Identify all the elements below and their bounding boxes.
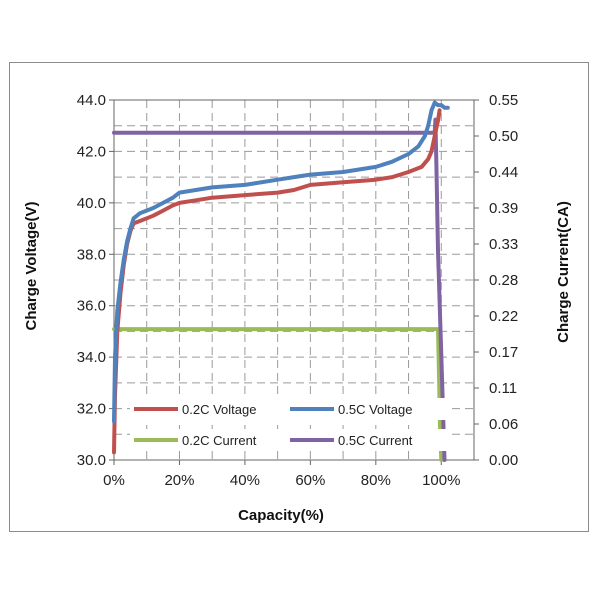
y-right-tick-label: 0.55 xyxy=(489,92,518,109)
legend: 0.2C Voltage 0.5C Voltage 0.2C Current 0.5C… xyxy=(130,398,448,451)
legend-label-0-5c-voltage: 0.5C Voltage xyxy=(338,402,412,417)
y-left-tick-label: 44.0 xyxy=(77,92,106,109)
series-line-0-5c-voltage xyxy=(112,100,450,424)
legend-entry-bg xyxy=(130,429,292,451)
y-left-tick-label: 42.0 xyxy=(77,143,106,160)
x-tick-label: 60% xyxy=(295,472,325,489)
y-right-tick-label: 0.28 xyxy=(489,272,518,289)
y-left-tick-label: 32.0 xyxy=(77,401,106,418)
y-left-tick-label: 34.0 xyxy=(77,349,106,366)
y-right-tick-label: 0.00 xyxy=(489,452,518,469)
y-right-tick-label: 0.17 xyxy=(489,344,518,361)
y-right-tick-label: 0.39 xyxy=(489,200,518,217)
x-tick-label: 80% xyxy=(361,472,391,489)
tick-labels: 30.0 32.0 34.0 36.0 38.0 40.0 42.0 44.0 0.00 0.06… xyxy=(77,92,518,489)
y-right-tick-label: 0.06 xyxy=(489,416,518,433)
x-tick-label: 0% xyxy=(103,472,125,489)
y-right-tick-label: 0.11 xyxy=(489,380,517,397)
y-left-tick-label: 36.0 xyxy=(77,298,106,315)
y-left-tick-label: 30.0 xyxy=(77,452,106,469)
x-tick-label: 40% xyxy=(230,472,260,489)
legend-entry-bg xyxy=(286,398,448,420)
y-right-tick-label: 0.44 xyxy=(489,164,518,181)
y-right-tick-label: 0.50 xyxy=(489,128,518,145)
y-left-tick-label: 40.0 xyxy=(77,195,106,212)
chart-frame xyxy=(9,62,589,532)
y-axis-left-title: Charge Voltage(V) xyxy=(23,202,40,331)
y-right-tick-label: 0.33 xyxy=(489,236,518,253)
legend-entry-bg xyxy=(286,429,448,451)
y-left-tick-label: 38.0 xyxy=(77,246,106,263)
y-axis-right-title: Charge Current(CA) xyxy=(555,201,572,343)
legend-label-0-2c-current: 0.2C Current xyxy=(182,433,257,448)
x-axis-title: Capacity(%) xyxy=(238,507,324,524)
x-tick-label: 100% xyxy=(422,472,460,489)
y-right-tick-label: 0.22 xyxy=(489,308,518,325)
x-tick-label: 20% xyxy=(164,472,194,489)
legend-label-0-5c-current: 0.5C Current xyxy=(338,433,413,448)
legend-label-0-2c-voltage: 0.2C Voltage xyxy=(182,402,256,417)
legend-entry-bg xyxy=(130,398,292,420)
